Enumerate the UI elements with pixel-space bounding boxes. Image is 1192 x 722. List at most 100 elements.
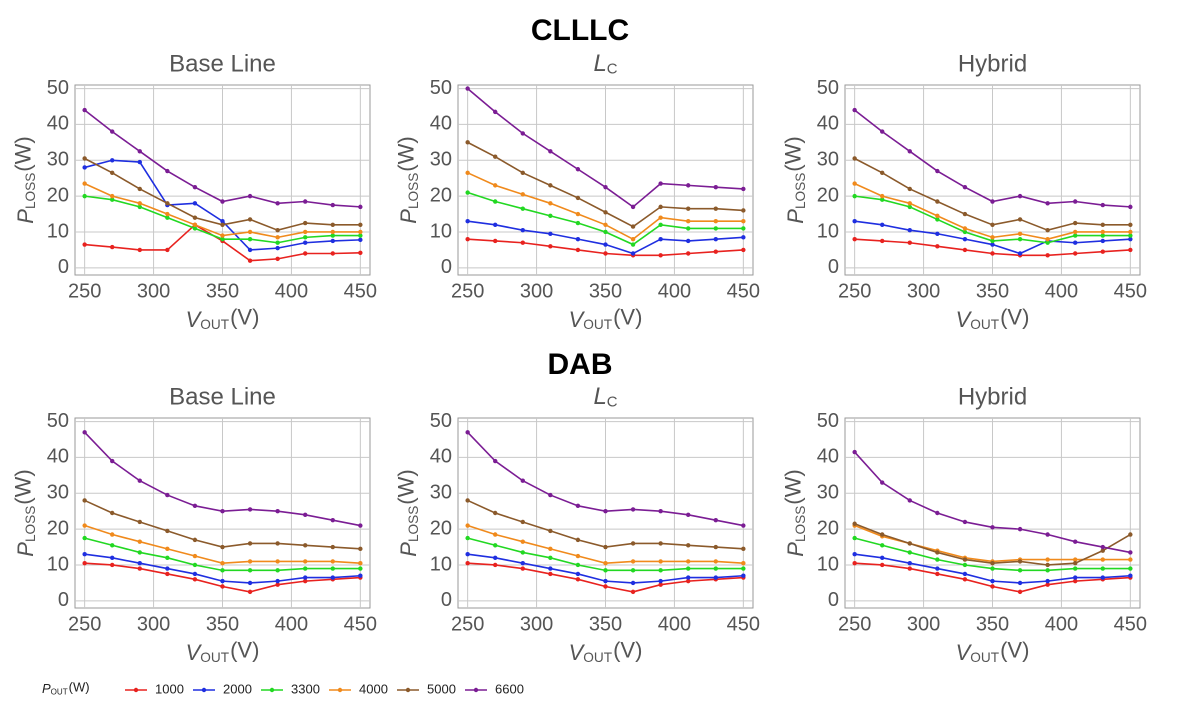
x-tick-label: 350 [206,280,239,302]
data-point [192,215,198,220]
y-tick-label: 20 [817,517,839,539]
data-point [603,568,608,573]
data-point [330,233,335,238]
data-point [247,589,253,595]
y-tick-label: 0 [828,256,839,278]
data-point [82,181,87,186]
data-point [493,562,498,568]
data-point [548,231,553,236]
data-point [520,566,525,571]
data-point [220,233,225,238]
data-point [852,156,857,161]
data-point [137,560,142,566]
data-point [713,184,718,190]
data-point [990,251,995,256]
data-point [220,509,225,514]
data-point [165,247,170,253]
data-point [192,553,198,559]
data-point [880,197,885,202]
section-title: CLLLC [531,14,629,47]
y-axis-label-unit: (W) [393,136,418,171]
legend-label: 1000 [155,681,184,696]
x-tick-label: 250 [451,613,484,635]
x-tick-label: 450 [344,613,377,635]
data-point [990,242,995,247]
data-point [1017,559,1023,564]
y-tick-label: 50 [430,77,452,99]
data-point [880,238,885,244]
data-point [852,552,857,557]
chart-title-sub: C [607,61,618,77]
data-point [275,541,280,546]
y-tick-label: 20 [817,184,839,206]
data-point [658,541,663,546]
y-tick-label: 50 [430,410,452,432]
data-point [82,156,87,161]
data-point [1128,532,1133,537]
data-point [303,229,308,235]
y-axis-label-sub: LOSS [23,506,38,542]
x-tick-label: 450 [344,280,377,302]
data-point [303,240,308,245]
data-point [686,578,691,584]
data-point [247,229,253,235]
data-point [575,537,581,543]
data-point [247,541,253,546]
data-point [935,244,940,249]
data-point [82,430,87,435]
y-axis-label: PLOSS (W) [780,136,808,223]
y-tick-label: 40 [430,113,452,135]
data-point [82,165,87,170]
data-point [358,229,363,235]
data-point [852,449,857,455]
data-point [275,568,280,573]
data-point [935,571,940,577]
data-point [1045,532,1050,537]
data-point [520,227,525,233]
data-point [630,251,636,256]
x-axis-label-main: V [956,307,973,332]
y-tick-label: 40 [47,446,69,468]
y-axis-label-unit: (W) [10,469,35,504]
data-point [658,222,663,228]
x-axis-label-sub: OUT [200,650,229,665]
data-point [520,478,525,483]
data-point [110,555,115,561]
data-point [1128,229,1133,235]
data-point [358,546,363,552]
data-point [990,222,995,228]
data-point [330,229,335,235]
x-tick-label: 250 [68,613,101,635]
data-point [603,578,608,584]
data-point [493,555,498,561]
data-point [1045,568,1050,573]
data-point [907,204,912,210]
data-point [275,245,280,251]
data-point [110,543,115,548]
x-axis-label: VOUT(V) [186,304,260,332]
data-point [935,217,940,222]
data-point [935,168,940,174]
data-point [962,557,968,562]
y-tick-label: 0 [58,256,69,278]
y-axis-label-main: P [13,542,38,557]
data-point [1128,557,1133,562]
data-point [713,249,718,254]
data-point [247,568,253,573]
y-axis-label-main: P [396,209,421,224]
data-point [962,562,968,568]
x-tick-label: 300 [137,613,170,635]
data-point [110,562,115,568]
data-point [1017,568,1023,573]
data-point [1128,233,1133,238]
chart-title-main: L [593,383,606,410]
data-point [880,193,885,199]
y-tick-label: 10 [47,220,69,242]
data-point [493,510,498,516]
data-point [880,532,885,537]
data-point [852,219,857,224]
data-point [658,509,663,514]
y-tick-label: 30 [47,482,69,504]
data-point [575,167,581,172]
data-point [493,109,498,115]
